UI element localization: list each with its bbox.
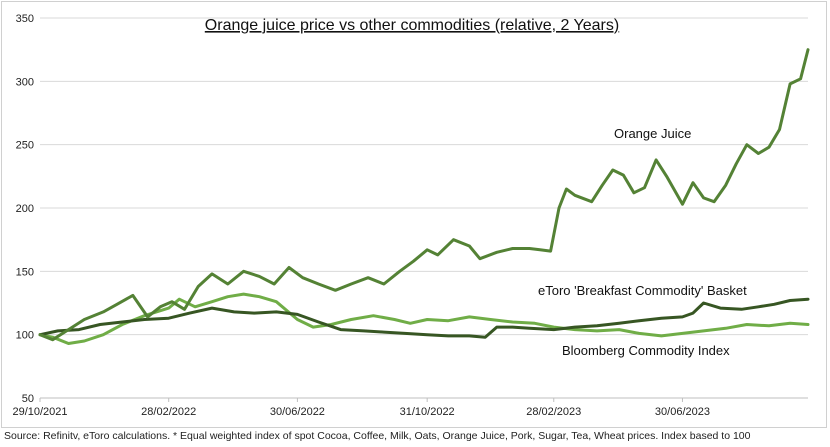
chart-frame bbox=[1, 1, 827, 428]
series-line-2 bbox=[38, 292, 810, 345]
y-tick-label: 150 bbox=[16, 266, 34, 278]
y-tick-label: 350 bbox=[16, 13, 34, 25]
y-tick-label: 300 bbox=[16, 76, 34, 88]
x-tick-label: 30/06/2023 bbox=[655, 406, 710, 418]
x-tick-label: 30/06/2022 bbox=[270, 406, 325, 418]
x-tick-label: 29/10/2021 bbox=[12, 406, 67, 418]
x-tick-label: 28/02/2022 bbox=[141, 406, 196, 418]
series-line-1 bbox=[38, 297, 810, 339]
y-tick-label: 200 bbox=[16, 203, 34, 215]
x-tick-label: 31/10/2022 bbox=[400, 406, 455, 418]
y-axis: 50 100 150 200 250 300 350 bbox=[16, 13, 34, 405]
y-tick-label: 100 bbox=[16, 330, 34, 342]
series-label-2: Bloomberg Commodity Index bbox=[562, 343, 730, 358]
series-lines bbox=[38, 48, 810, 345]
y-tick-label: 50 bbox=[22, 393, 34, 405]
series-labels: Orange Juice eToro 'Breakfast Commodity' … bbox=[538, 126, 747, 358]
source-note: Source: Refinitv, eToro calculations. * … bbox=[4, 430, 751, 442]
x-axis: 29/10/2021 28/02/2022 30/06/2022 31/10/2022… bbox=[12, 397, 808, 418]
line-chart: 50 100 150 200 250 300 350 29/10/2021 28/02/202… bbox=[12, 13, 810, 418]
series-line-0 bbox=[38, 48, 810, 342]
x-tick-label: 28/02/2023 bbox=[526, 406, 581, 418]
chart-title: Orange juice price vs other commodities … bbox=[205, 17, 619, 34]
y-tick-label: 250 bbox=[16, 140, 34, 152]
series-label-1: eToro 'Breakfast Commodity' Basket bbox=[538, 283, 747, 298]
series-label-0: Orange Juice bbox=[614, 126, 691, 141]
